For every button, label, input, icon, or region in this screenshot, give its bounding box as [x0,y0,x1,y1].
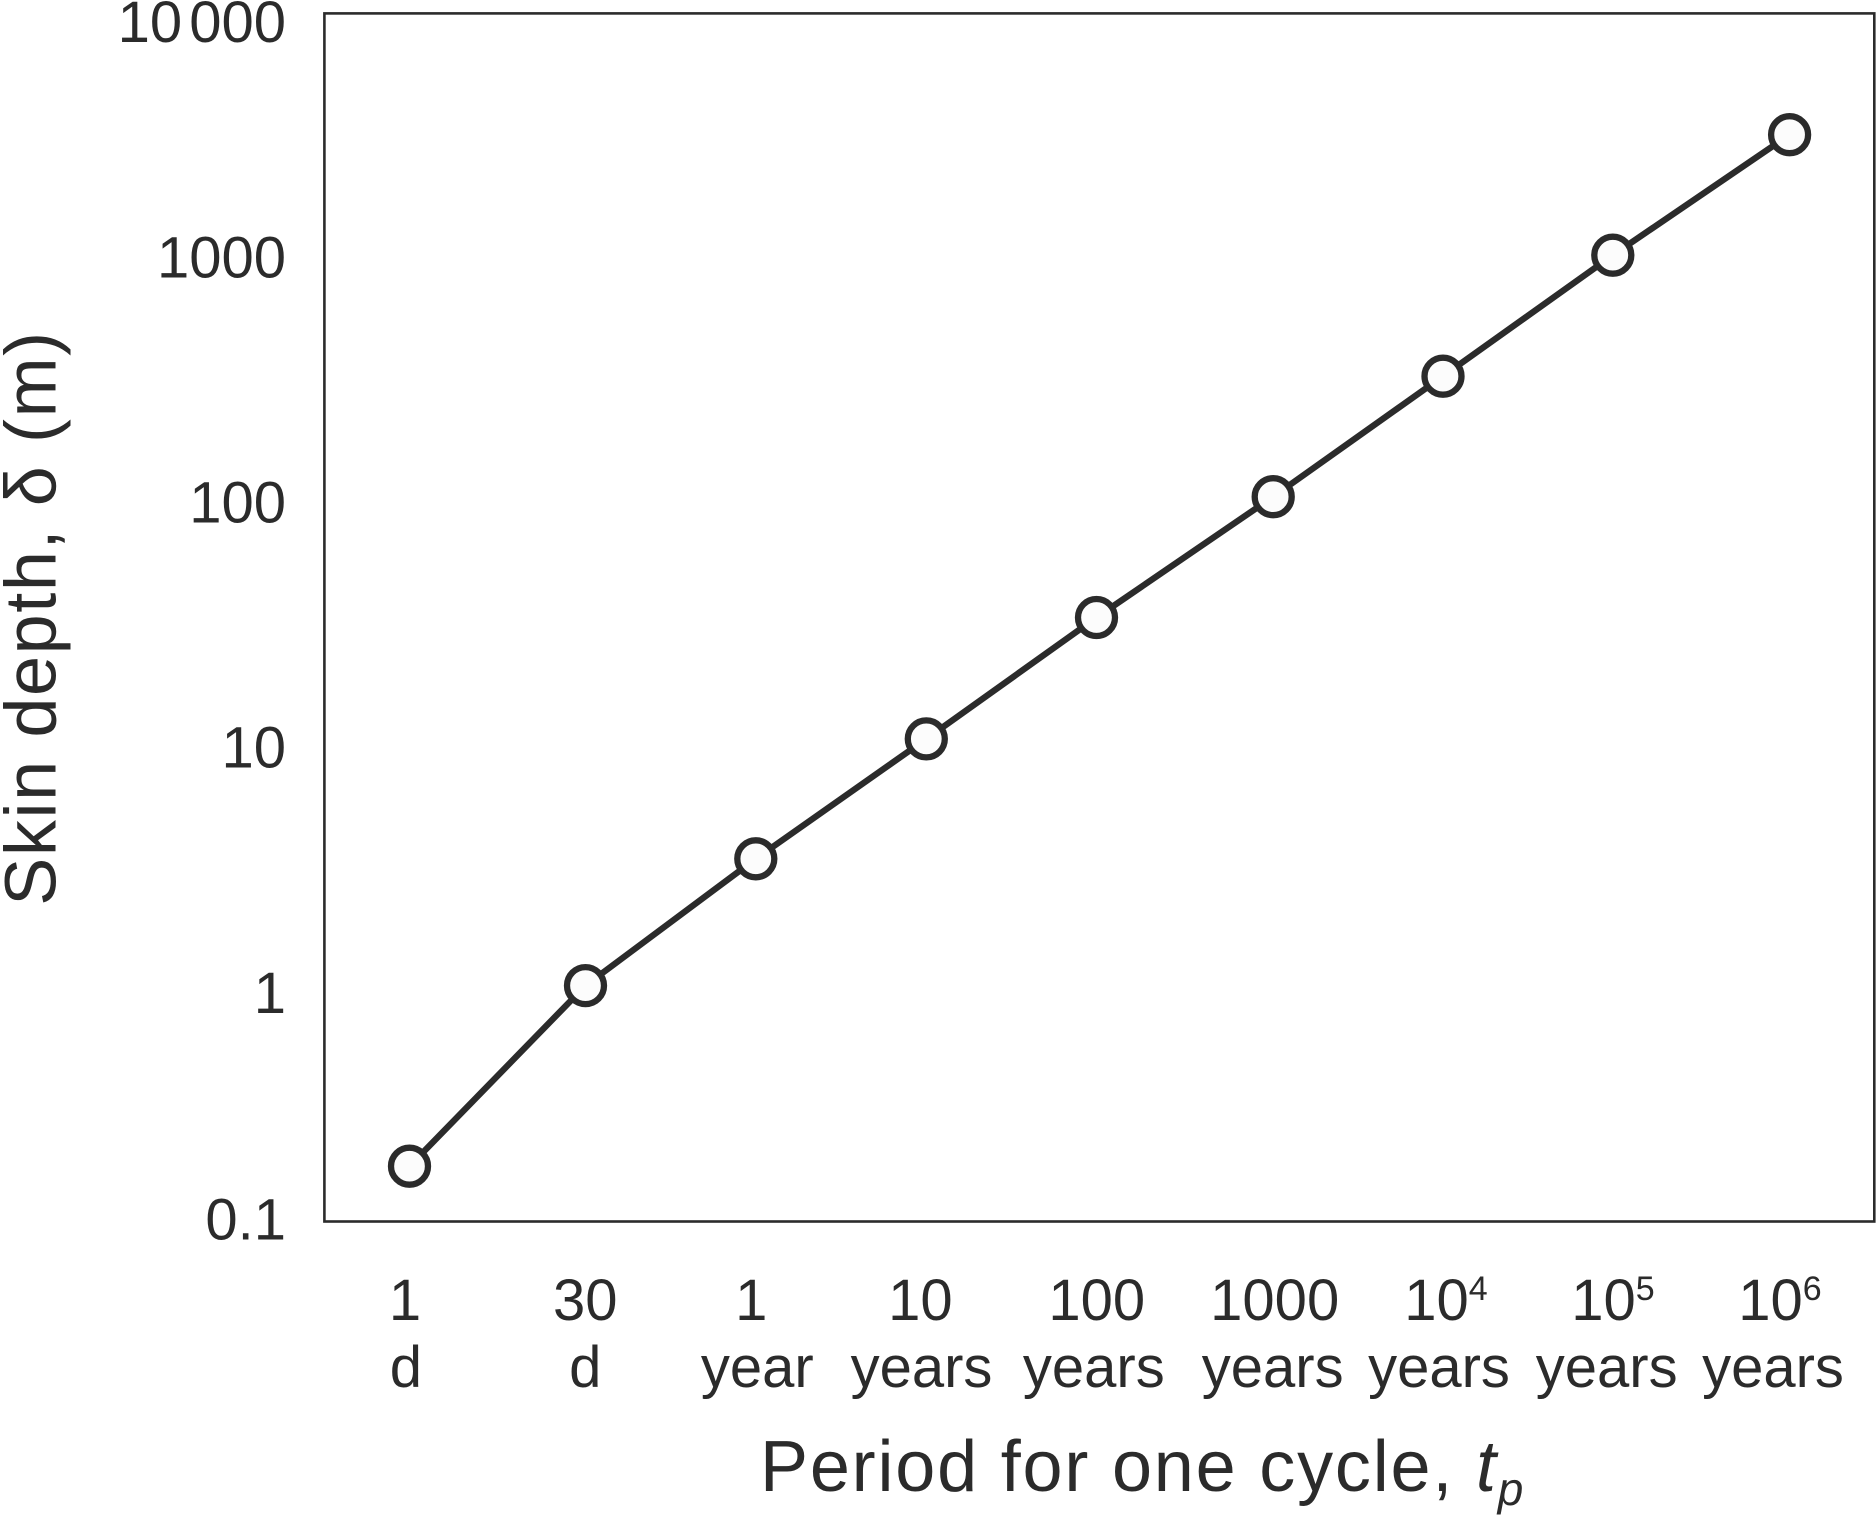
svg-text:1: 1 [389,1268,421,1333]
svg-text:years: years [1202,1335,1344,1400]
svg-text:year: year [701,1335,814,1400]
svg-text:d: d [390,1335,422,1400]
svg-text:years: years [1536,1335,1678,1400]
svg-text:1000: 1000 [1210,1268,1339,1333]
svg-text:10: 10 [221,715,286,780]
svg-text:104: 104 [1404,1268,1487,1333]
svg-text:d: d [569,1335,601,1400]
svg-text:10 000: 10 000 [118,0,286,55]
svg-text:1000: 1000 [157,225,286,290]
svg-text:100: 100 [1048,1268,1145,1333]
svg-text:30: 30 [553,1268,618,1333]
svg-text:Skin depth, δ (m): Skin depth, δ (m) [0,330,72,905]
svg-text:years: years [851,1335,993,1400]
svg-text:1: 1 [254,961,286,1026]
svg-text:0.1: 0.1 [205,1187,286,1252]
svg-text:years: years [1368,1335,1510,1400]
svg-text:100: 100 [189,470,286,535]
svg-text:1: 1 [735,1268,767,1333]
svg-text:Period for one cycle, tp: Period for one cycle, tp [760,1427,1525,1515]
svg-text:years: years [1702,1335,1844,1400]
svg-text:years: years [1023,1335,1165,1400]
svg-text:10: 10 [888,1268,953,1333]
